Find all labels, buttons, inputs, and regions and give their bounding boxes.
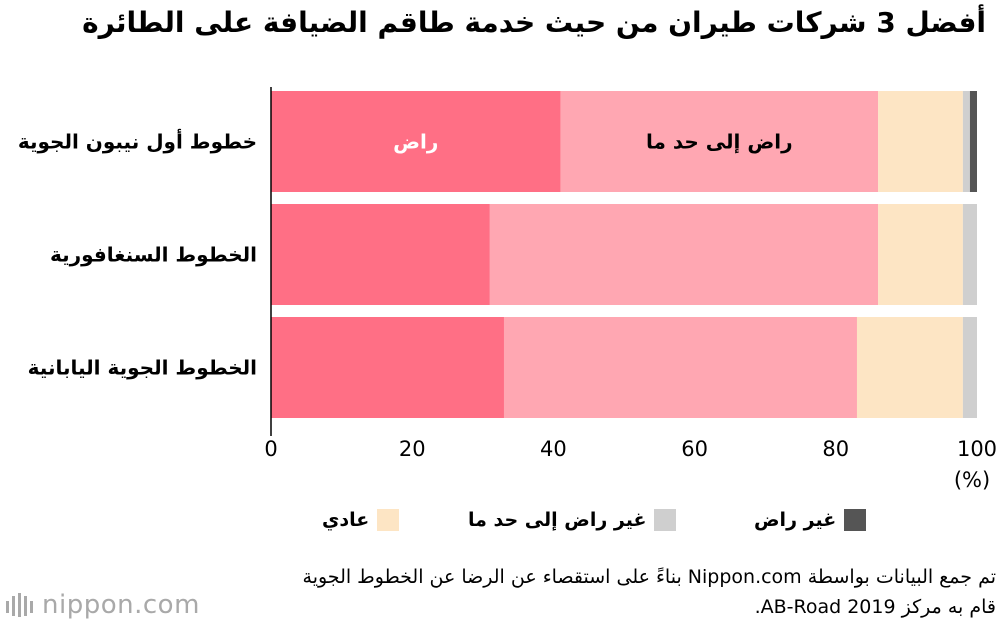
bar-segment xyxy=(878,204,963,305)
legend-item-neutral: عادي xyxy=(322,505,400,535)
bar-segment xyxy=(271,317,504,418)
nippon-logo: nippon.com xyxy=(4,590,200,620)
legend-item-somewhat-dissatisfied: غير راض إلى حد ما xyxy=(468,505,677,535)
bar-segment xyxy=(489,204,879,305)
legend-label-neutral: عادي xyxy=(322,509,370,531)
bar-inline-label: راض xyxy=(393,130,438,154)
nippon-logo-text: nippon.com xyxy=(42,590,200,620)
bar-segment xyxy=(560,91,879,192)
legend-label-somewhat-dissatisfied: غير راض إلى حد ما xyxy=(468,509,647,531)
bar-segment xyxy=(271,204,490,305)
x-unit-label: (%) xyxy=(954,468,990,492)
bar-segment xyxy=(856,317,963,418)
x-tick-label: 0 xyxy=(264,437,277,461)
x-tick-label: 100 xyxy=(957,437,997,461)
category-label: الخطوط السنغافورية xyxy=(50,243,257,267)
bar-inline-label: راض إلى حد ما xyxy=(646,130,793,154)
bar-segment xyxy=(962,204,977,305)
source-note: تم جمع البيانات بواسطة Nippon.com بناءً … xyxy=(302,566,996,618)
x-tick-label: 60 xyxy=(681,437,708,461)
legend-swatch-somewhat-dissatisfied xyxy=(654,509,677,531)
x-tick-label: 20 xyxy=(399,437,426,461)
bar-segment xyxy=(962,91,970,192)
bar-segment xyxy=(962,317,977,418)
x-tick-label: 40 xyxy=(540,437,567,461)
legend-swatch-neutral xyxy=(377,509,400,531)
category-label: الخطوط الجوية اليابانية xyxy=(28,356,257,380)
bar-segment xyxy=(503,317,857,418)
legend-label-dissatisfied: غير راض xyxy=(754,509,837,531)
nippon-logo-icon xyxy=(6,593,33,617)
legend-item-dissatisfied: غير راض xyxy=(754,505,867,535)
x-tick-label: 80 xyxy=(822,437,849,461)
bar-segment xyxy=(969,91,977,192)
legend-swatch-dissatisfied xyxy=(844,509,867,531)
bar-segment xyxy=(878,91,963,192)
bar-segment xyxy=(271,91,561,192)
chart-title: أفضل 3 شركات طيران من حيث خدمة طاقم الضي… xyxy=(82,6,986,39)
chart-legend: غير راض غير راض إلى حد ما عادي xyxy=(300,505,870,535)
category-label: خطوط أول نيبون الجوية xyxy=(18,128,257,154)
